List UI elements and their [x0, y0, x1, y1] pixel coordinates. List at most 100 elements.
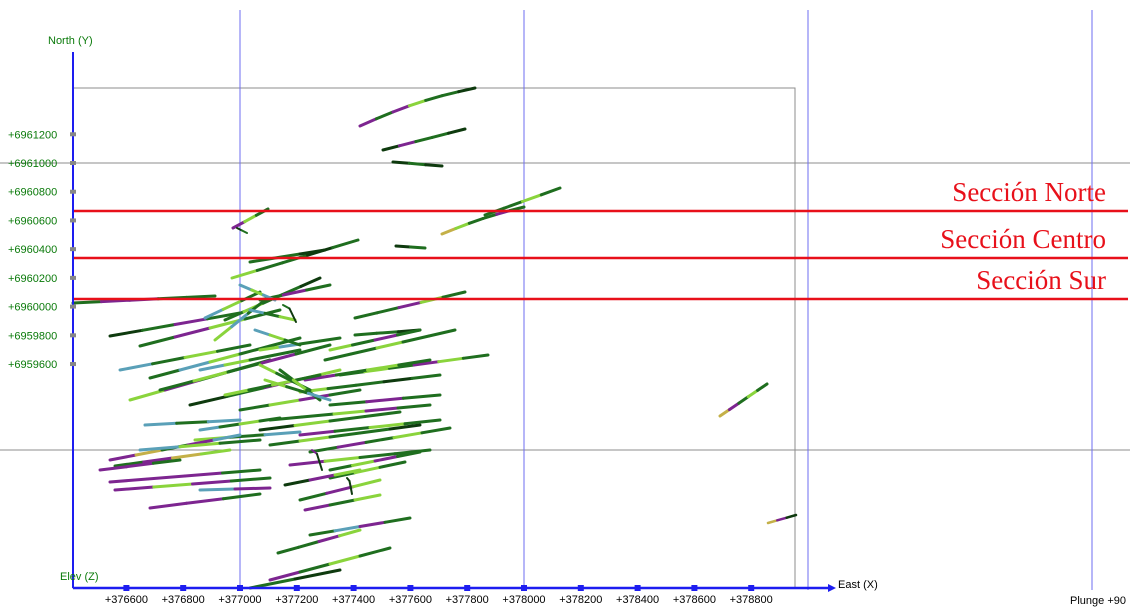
drillhole-trace[interactable] — [387, 363, 416, 370]
drillhole-trace[interactable] — [185, 497, 225, 505]
drillhole-trace[interactable] — [298, 435, 332, 443]
drillhole-trace[interactable] — [365, 396, 405, 404]
drillhole-trace[interactable] — [298, 562, 332, 574]
drillhole-trace[interactable] — [328, 431, 362, 439]
drillhole-trace[interactable] — [410, 373, 442, 380]
drillhole-trace[interactable] — [368, 422, 407, 429]
drillhole-trace[interactable] — [230, 311, 250, 329]
drillhole-trace[interactable] — [336, 440, 368, 449]
drillhole-trace[interactable] — [328, 415, 367, 423]
drillhole-trace[interactable] — [291, 378, 309, 392]
drillhole-trace[interactable] — [737, 395, 750, 405]
drillhole-trace[interactable] — [363, 410, 402, 418]
drillhole-trace[interactable] — [268, 439, 302, 447]
drillhole-trace[interactable] — [141, 323, 177, 332]
drillhole-trace[interactable] — [243, 213, 258, 224]
drillhole-trace[interactable] — [746, 388, 760, 399]
drillhole-trace[interactable] — [396, 328, 422, 337]
drillhole-trace[interactable] — [134, 448, 164, 457]
drillhole-trace[interactable] — [223, 358, 252, 367]
drillhole-trace[interactable] — [297, 540, 321, 549]
drillhole-trace[interactable] — [178, 441, 222, 449]
drillhole-trace[interactable] — [183, 471, 224, 478]
drillhole-trace[interactable] — [727, 401, 741, 412]
drillhole-trace[interactable] — [258, 345, 282, 352]
drillhole-trace[interactable] — [248, 308, 267, 315]
drillhole-trace[interactable] — [253, 328, 272, 337]
drillhole-trace[interactable] — [298, 429, 337, 437]
drillhole-trace[interactable] — [409, 245, 427, 250]
drillhole-trace[interactable] — [278, 315, 297, 322]
drillhole-trace[interactable] — [353, 311, 379, 320]
drillhole-trace[interactable] — [328, 343, 354, 352]
drillhole-trace[interactable] — [381, 144, 401, 152]
drillhole-trace[interactable] — [288, 307, 297, 323]
drillhole-trace[interactable] — [401, 334, 431, 344]
drillhole-trace[interactable] — [151, 458, 182, 465]
drillhole-trace[interactable] — [353, 465, 382, 475]
drillhole-trace[interactable] — [294, 343, 332, 356]
drillhole-trace[interactable] — [454, 221, 471, 230]
drillhole-trace[interactable] — [108, 328, 144, 338]
drillhole-trace[interactable] — [351, 338, 377, 347]
drillhole-trace[interactable] — [221, 468, 262, 475]
drillhole-trace[interactable] — [230, 268, 259, 280]
drillhole-trace[interactable] — [255, 261, 284, 272]
drillhole-trace[interactable] — [420, 426, 452, 435]
drillhole-trace[interactable] — [393, 448, 432, 456]
drillhole-trace[interactable] — [447, 127, 467, 135]
drillhole-trace[interactable] — [756, 382, 769, 392]
drillhole-trace[interactable] — [158, 379, 196, 392]
drillhole-trace[interactable] — [285, 385, 310, 395]
drillhole-trace[interactable] — [185, 294, 217, 299]
drillhole-trace[interactable] — [178, 360, 212, 372]
drillhole-trace[interactable] — [148, 368, 182, 380]
drillhole-trace[interactable] — [238, 403, 272, 412]
drillhole-trace[interactable] — [98, 465, 129, 472]
drillhole-trace[interactable] — [366, 363, 401, 372]
drillhole-trace[interactable] — [188, 394, 229, 407]
drillhole-trace[interactable] — [718, 408, 731, 418]
drillhole-trace[interactable] — [358, 546, 392, 558]
drillhole-trace[interactable] — [113, 460, 146, 468]
drillhole-trace[interactable] — [440, 227, 458, 236]
drillhole-trace[interactable] — [358, 427, 392, 435]
drillhole-trace[interactable] — [300, 412, 336, 419]
drillhole-trace[interactable] — [349, 346, 379, 356]
drillhole-trace[interactable] — [364, 406, 400, 413]
drillhole-trace[interactable] — [323, 352, 353, 362]
drillhole-trace[interactable] — [268, 336, 302, 348]
drillhole-trace[interactable] — [268, 570, 302, 582]
drillhole-trace[interactable] — [218, 422, 242, 429]
drillhole-trace[interactable] — [332, 409, 368, 416]
drillhole-trace[interactable] — [299, 276, 322, 288]
drillhole-trace[interactable] — [401, 393, 442, 400]
drillhole-trace[interactable] — [298, 248, 327, 256]
drillhole-trace[interactable] — [397, 140, 418, 148]
drillhole-trace[interactable] — [241, 229, 248, 234]
drillhole-trace[interactable] — [221, 299, 244, 311]
drillhole-trace[interactable] — [213, 325, 234, 342]
drillhole-trace[interactable] — [173, 326, 212, 339]
drillhole-trace[interactable] — [152, 482, 194, 489]
drillhole-trace[interactable] — [306, 391, 332, 402]
drillhole-trace[interactable] — [268, 333, 287, 342]
drillhole-trace[interactable] — [148, 501, 189, 510]
drillhole-trace[interactable] — [281, 288, 309, 297]
drillhole-trace[interactable] — [424, 94, 444, 102]
drillhole-trace[interactable] — [238, 419, 262, 426]
drillhole-trace[interactable] — [374, 110, 395, 121]
drillhole-trace[interactable] — [113, 485, 156, 492]
drillhole-trace[interactable] — [364, 436, 396, 444]
drillhole-trace[interactable] — [353, 493, 382, 502]
drillhole-trace[interactable] — [397, 300, 423, 310]
drillhole-trace[interactable] — [338, 528, 362, 538]
drillhole-trace[interactable] — [283, 338, 302, 347]
drillhole-trace[interactable] — [275, 371, 295, 384]
drillhole-trace[interactable] — [375, 340, 405, 350]
drillhole-trace[interactable] — [118, 362, 154, 372]
drillhole-trace[interactable] — [333, 468, 362, 477]
drillhole-trace[interactable] — [373, 455, 399, 463]
drillhole-trace[interactable] — [427, 328, 457, 338]
